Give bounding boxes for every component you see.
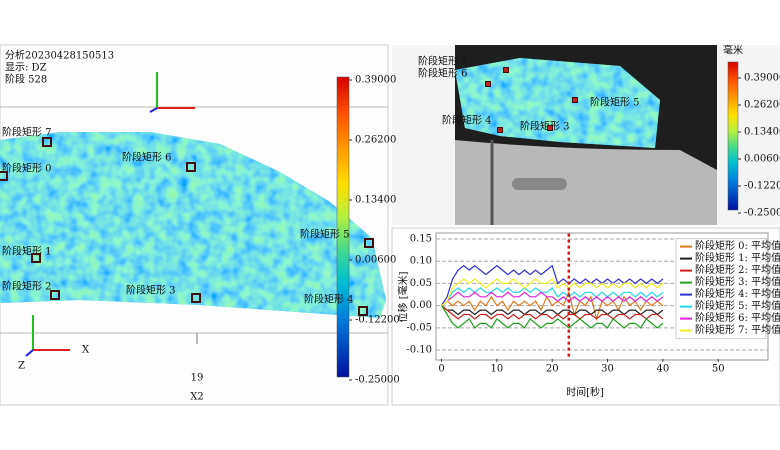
x-tick-label: 20 xyxy=(546,363,559,374)
y-tick-label: 0.15 xyxy=(410,234,432,245)
x-tick-label: 10 xyxy=(490,363,503,374)
series-line xyxy=(441,305,664,316)
colorbar-label: 0.26200 xyxy=(744,100,780,111)
axis-label: X xyxy=(82,345,90,356)
region-box xyxy=(364,238,374,248)
colorbar-label: -0.25000 xyxy=(744,208,780,219)
region-box xyxy=(485,81,491,87)
region-box xyxy=(572,97,578,103)
x-tick-label: 50 xyxy=(712,363,725,374)
door-handle xyxy=(512,178,567,190)
series-line xyxy=(441,278,664,307)
window-texture xyxy=(455,58,660,148)
legend-box xyxy=(675,238,767,340)
x-tick-label: 30 xyxy=(601,363,614,374)
axis-label: X2 xyxy=(190,392,203,403)
colorbar-unit: 毫米 xyxy=(723,44,743,57)
series-line xyxy=(441,291,664,307)
door-body xyxy=(455,140,717,225)
region-box xyxy=(358,306,368,316)
y-tick-label: -0.05 xyxy=(406,322,432,333)
region-label: 阶段矩形 4 xyxy=(304,293,354,306)
y-tick-label: -0.10 xyxy=(406,345,432,356)
x-tick-label: 40 xyxy=(656,363,669,374)
series-line xyxy=(441,287,664,307)
region-label: 阶段矩形 7 xyxy=(418,55,468,68)
chart-content: 0.15 0.10 0.05 0.00 -0.05 -0.10 0 10 20 30 40 50 阶段矩… xyxy=(406,234,780,375)
axis-triad xyxy=(25,315,70,357)
y-axis-title: 位移 [毫米] xyxy=(397,271,410,322)
colorbar-label: 0.13400 xyxy=(355,195,396,206)
region-box xyxy=(497,127,503,133)
y-tick-label: 0.10 xyxy=(410,256,432,267)
legend-label: 阶段矩形 5: 平均值 DZ xyxy=(695,299,780,312)
region-box xyxy=(547,125,553,131)
colorbar-label: 0.39000 xyxy=(355,75,396,86)
colorbar-label: -0.12200 xyxy=(744,181,780,192)
legend-label: 阶段矩形 3: 平均值 DZ xyxy=(695,275,780,288)
region-label: 阶段矩形 1 xyxy=(2,245,52,258)
legend-label: 阶段矩形 4: 平均值 DZ xyxy=(695,287,780,300)
colorbar-label: 0.39000 xyxy=(744,73,780,84)
colorbar-label: -0.25000 xyxy=(355,375,400,386)
region-label: 阶段矩形 3 xyxy=(520,120,570,133)
region-label: 阶段矩形 2 xyxy=(2,280,52,293)
info-line: 阶段 528 xyxy=(5,73,47,86)
region-label: 阶段矩形 5 xyxy=(300,228,350,241)
colorbar-label: 0.00600 xyxy=(355,255,396,266)
colorbar-label: 0.13400 xyxy=(744,127,780,138)
region-label: 阶段矩形 0 xyxy=(2,162,52,175)
legend-label: 阶段矩形 2: 平均值 DZ xyxy=(695,263,780,276)
view-triad xyxy=(149,72,195,113)
series-line xyxy=(440,264,664,306)
region-box xyxy=(0,171,8,181)
region-label: 阶段矩形 6 xyxy=(122,151,172,164)
colorbar xyxy=(336,76,350,378)
region-box xyxy=(186,162,196,172)
region-box xyxy=(50,290,60,300)
tick-label: 19 xyxy=(191,373,204,384)
region-label: 阶段矩形 5 xyxy=(590,96,640,109)
region-box xyxy=(503,67,509,73)
colorbar-label: -0.12200 xyxy=(355,315,400,326)
region-label: 阶段矩形 7 xyxy=(2,126,52,139)
x-axis-title: 时间[秒] xyxy=(566,386,604,399)
colorbar xyxy=(727,61,739,211)
colorbar-label: 0.00600 xyxy=(744,154,780,165)
info-line: 显示: DZ xyxy=(5,62,47,74)
series-line xyxy=(440,305,664,329)
region-box xyxy=(31,253,41,263)
colorbar-label: 0.26200 xyxy=(355,135,396,146)
y-tick-label: 0.05 xyxy=(410,278,432,289)
legend-label: 阶段矩形 7: 平均值 DZ xyxy=(695,323,780,336)
y-tick-label: 0.00 xyxy=(410,300,432,311)
region-label: 阶段矩形 3 xyxy=(126,284,176,297)
region-box xyxy=(191,293,201,303)
region-label: 阶段矩形 6 xyxy=(418,67,468,80)
series-line xyxy=(441,305,664,320)
legend-label: 阶段矩形 0: 平均值 DZ xyxy=(695,239,780,252)
legend-label: 阶段矩形 6: 平均值 DZ xyxy=(695,311,780,324)
region-box xyxy=(42,137,52,147)
legend-label: 阶段矩形 1: 平均值 DZ xyxy=(695,251,780,264)
region-label: 阶段矩形 4 xyxy=(442,114,492,127)
x-tick-label: 0 xyxy=(438,363,444,374)
axis-label: Z xyxy=(18,361,25,372)
info-line: 分析20230428150513 xyxy=(5,49,114,62)
